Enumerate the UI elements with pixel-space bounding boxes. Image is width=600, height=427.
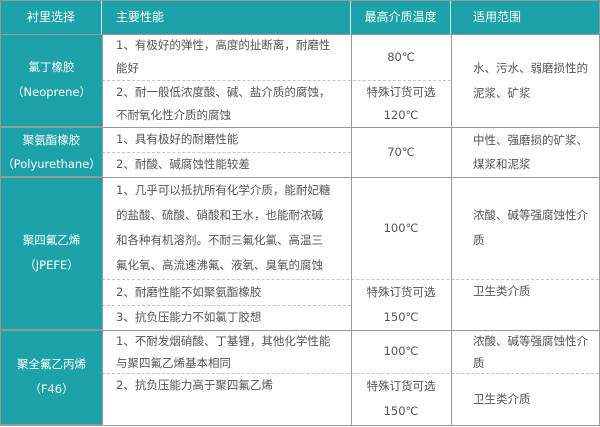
temp-cell: 特殊订货可选 150℃ (351, 373, 451, 425)
property-item: 1、几乎可以抵抗所有化学介质，能耐妃糖 的盐酸、硫酸、硝酸和王水，也能耐浓碱 和… (102, 177, 351, 279)
subrow-divider (102, 152, 351, 153)
text-line: 1、几乎可以抵抗所有化学介质，能耐妃糖 (116, 183, 331, 197)
temp-note: 特殊订货可选 (366, 379, 436, 393)
temp-note: 特殊订货可选 (366, 84, 436, 99)
material-jpefe: 聚四氟乙烯 （JPEFE） (1, 177, 102, 330)
material-code: （Neoprene） (12, 85, 91, 99)
text-line: 水、污水、弱磨损性的 (473, 60, 588, 75)
text-line: 泥浆、矿浆 (473, 85, 531, 100)
temp-cell: 80℃ (351, 34, 451, 80)
header-max-temp: 最高介质温度 (351, 1, 451, 34)
temp-note: 特殊订货可选 (366, 284, 436, 299)
text-line: 2、耐酸、碱腐蚀性能较差 (116, 157, 250, 171)
text-line: 质 (473, 233, 485, 247)
text-line: 与聚四氟乙烯基本相同 (116, 355, 231, 370)
property-item: 2、抗负压能力高于聚四氟乙烯 (102, 373, 351, 425)
text-line: 1、不耐发烟硝酸、丁基锂，其他化学性能 (116, 333, 331, 348)
range-cell: 卫生类介质 (451, 279, 599, 330)
material-code: （JPEFE） (24, 258, 79, 272)
text-line: 能好 (116, 61, 139, 75)
col-divider (102, 34, 103, 426)
text-line: 的盐酸、硫酸、硝酸和王水，也能耐浓碱 (116, 208, 323, 222)
row-divider (0, 34, 600, 35)
border-top (0, 0, 600, 1)
property-item: 1、有极好的弹性，高度的扯断离，耐磨性 能好 (102, 34, 351, 80)
header-text: 适用范围 (473, 10, 522, 24)
range-cell: 水、污水、弱磨损性的 泥浆、矿浆 (451, 34, 599, 127)
text-line: 中性、强磨损的矿浆、 (473, 133, 588, 147)
subrow-divider (102, 373, 599, 374)
header-text: 主要性能 (116, 10, 165, 24)
temp-value: 150℃ (383, 404, 419, 418)
text-line: 卫生类介质 (473, 391, 531, 406)
temp-cell: 特殊订货可选 150℃ (351, 279, 451, 330)
temp-value: 70℃ (387, 144, 415, 159)
range-cell: 卫生类介质 (451, 373, 599, 425)
temp-value: 100℃ (383, 220, 419, 235)
border-left (0, 0, 1, 426)
temp-value: 150℃ (383, 309, 419, 324)
text-line: 浓酸、碱等强腐蚀性介 (473, 333, 588, 348)
text-line: 质 (473, 355, 485, 370)
text-line: 1、有极好的弹性，高度的扯断离，耐磨性 (116, 38, 331, 52)
material-f46: 聚全氟乙丙烯 （F46） (1, 330, 102, 425)
temp-value: 120℃ (383, 107, 419, 122)
subrow-divider (102, 80, 451, 81)
header-range: 适用范围 (451, 1, 599, 34)
temp-value: 100℃ (383, 344, 419, 358)
header-lining: 衬里选择 (1, 1, 102, 34)
temp-value: 80℃ (387, 49, 415, 64)
text-line: 卫生类介质 (473, 284, 531, 298)
subrow-divider (102, 279, 599, 280)
text-line: 氟化氧、高流速沸氟、液氧、臭氧的腐蚀 (116, 258, 323, 272)
range-cell: 浓酸、碱等强腐蚀性介 质 (451, 177, 599, 279)
property-item: 2、耐一般低浓度酸、碱、盐介质的腐蚀， 不耐氧化性介质的腐蚀 (102, 80, 351, 127)
text-line: 不耐氧化性介质的腐蚀 (116, 107, 231, 122)
text-line: 3、抗负压能力不如氯丁胶想 (116, 310, 262, 324)
text-line: 2、抗负压能力高于聚四氟乙烯 (116, 378, 273, 392)
text-line: 煤浆和泥浆 (473, 157, 531, 171)
material-name: 聚氨酯橡胶 (22, 132, 81, 147)
header-properties: 主要性能 (102, 1, 351, 34)
text-line: 2、耐磨性能不如聚氨酯橡胶 (116, 284, 262, 299)
text-line: 2、耐一般低浓度酸、碱、盐介质的腐蚀， (116, 84, 331, 99)
text-line: 和各种有机溶剂。不耐三氟化氯、高温三 (116, 233, 323, 247)
range-cell: 中性、强磨损的矿浆、 煤浆和泥浆 (451, 127, 599, 177)
temp-cell: 70℃ (351, 127, 451, 177)
material-code: （F46） (29, 382, 74, 396)
property-item: 3、抗负压能力不如氯丁胶想 (102, 305, 351, 330)
material-polyurethane: 聚氨酯橡胶 （Polyurethane） (1, 127, 102, 177)
property-item: 2、耐磨性能不如聚氨酯橡胶 (102, 279, 351, 305)
row-divider (0, 127, 600, 128)
material-code: （Polyurethane） (2, 156, 101, 171)
range-cell: 浓酸、碱等强腐蚀性介 质 (451, 330, 599, 373)
property-item: 1、具有极好的耐磨性能 (102, 127, 351, 152)
property-item: 1、不耐发烟硝酸、丁基锂，其他化学性能 与聚四氟乙烯基本相同 (102, 330, 351, 373)
col-divider (451, 34, 452, 426)
material-neoprene: 氯丁橡胶 （Neoprene） (1, 34, 102, 127)
row-divider (0, 330, 600, 331)
subrow-divider (102, 305, 351, 306)
material-name: 聚全氟乙丙烯 (17, 357, 86, 371)
header-text: 最高介质温度 (364, 10, 437, 24)
border-bottom (0, 425, 600, 426)
material-name: 聚四氟乙烯 (22, 233, 81, 247)
text-line: 浓酸、碱等强腐蚀性介 (473, 208, 588, 222)
header-text: 衬里选择 (26, 10, 75, 24)
temp-cell: 100℃ (351, 330, 451, 373)
text-line: 1、具有极好的耐磨性能 (116, 132, 239, 146)
col-divider (351, 34, 352, 426)
temp-cell: 100℃ (351, 177, 451, 279)
material-name: 氯丁橡胶 (28, 60, 75, 74)
row-divider (0, 177, 600, 178)
temp-cell: 特殊订货可选 120℃ (351, 80, 451, 127)
property-item: 2、耐酸、碱腐蚀性能较差 (102, 152, 351, 177)
